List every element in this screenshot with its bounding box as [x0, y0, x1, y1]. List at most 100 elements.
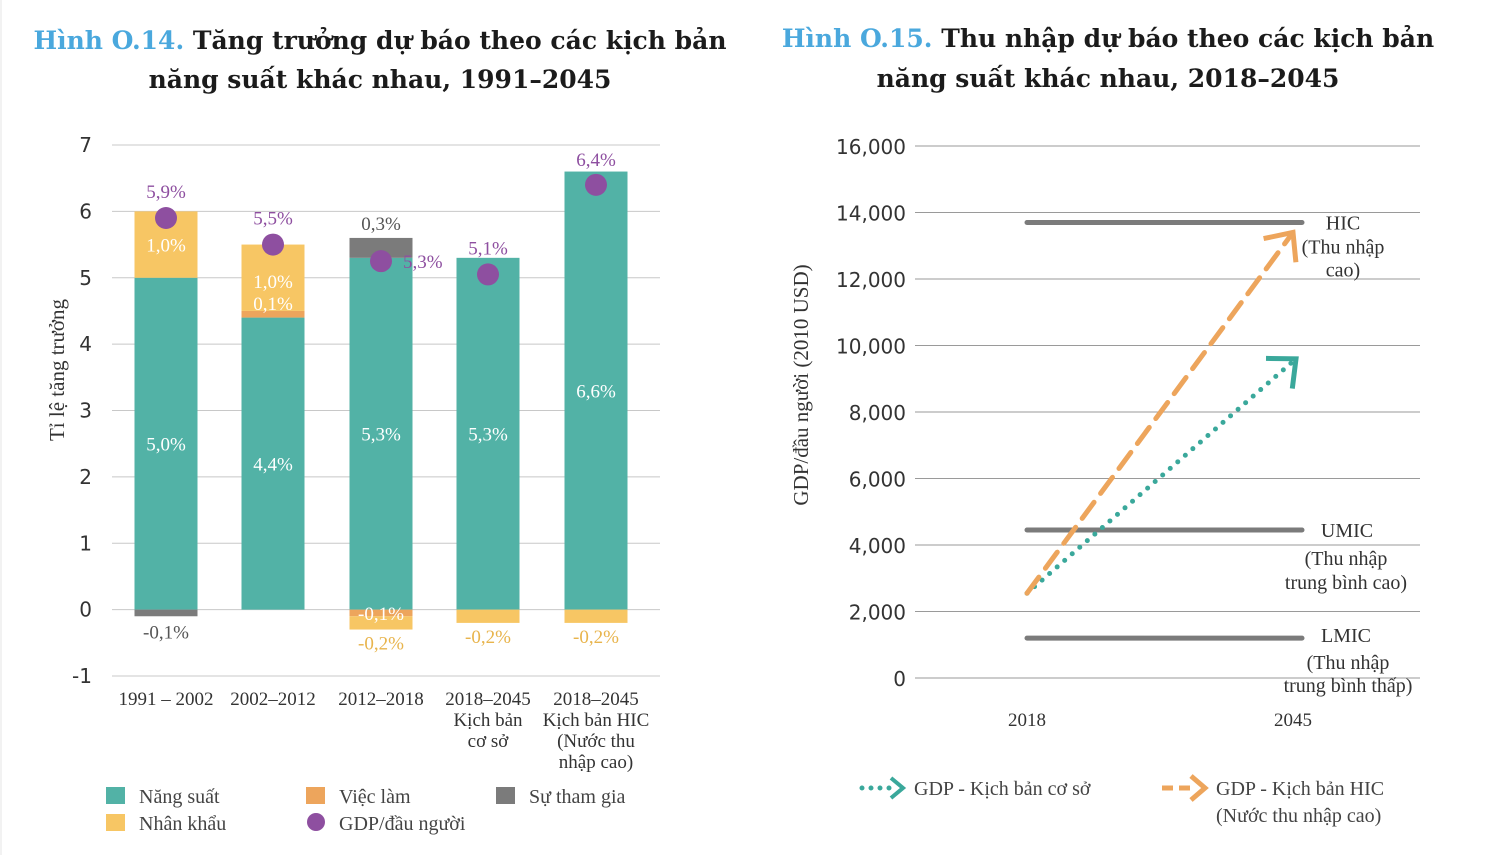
chart1-legend-swatch: [307, 813, 325, 831]
chart2-threshold-label: trung bình cao): [1285, 572, 1407, 594]
chart1-bar-label-demographic: 1,0%: [253, 272, 293, 293]
chart2-y-tick-label: 14,000: [836, 202, 906, 226]
chart1-gdp-dot: [262, 233, 284, 256]
chart1-x-ticks: 1991 – 2002 2002–2012 2012–2018 2018–2045Kị…: [119, 689, 650, 773]
chart1-gdp-label: 5,9%: [146, 182, 186, 203]
chart2-legend-swatch-arrow: [1189, 774, 1209, 802]
chart1-gdp-label: 5,1%: [468, 238, 508, 259]
chart2-ylabel: GDP/đầu người (2010 USD): [789, 264, 813, 505]
chart1-bar-demographic: [349, 616, 413, 630]
chart2-legend: GDP - Kịch bản cơ sở GDP - Kịch bản HIC (N…: [859, 774, 1384, 827]
chart2-threshold-label: HIC: [1326, 212, 1360, 234]
chart1-legend-swatch: [106, 787, 125, 804]
chart1-y-tick-label: -1: [72, 664, 92, 688]
chart2-threshold-label: cao): [1326, 259, 1360, 281]
chart1-y-tick-label: 3: [79, 399, 92, 423]
chart2-series-line: [1024, 229, 1296, 596]
chart2-title-line1: Hình O.15. Thu nhập dự báo theo các kịch…: [782, 24, 1434, 53]
chart1-title-line2: năng suất khác nhau, 1991–2045: [149, 65, 612, 94]
chart1-bar-productivity: [241, 317, 305, 610]
chart2-threshold-label: (Thu nhập: [1305, 548, 1388, 570]
chart1-legend-swatch: [306, 787, 325, 804]
chart1-legend-label: Năng suất: [139, 786, 220, 808]
chart1-x-tick-label: cơ sở: [468, 731, 510, 752]
chart1-legend-label: GDP/đầu người: [339, 813, 466, 835]
chart2-threshold-label: (Thu nhập: [1307, 652, 1390, 674]
chart1-x-tick-label: 2012–2018: [338, 689, 424, 710]
chart1-bar-label-productivity: 5,0%: [146, 435, 186, 456]
chart1-bar-label-participation: -0,1%: [143, 622, 189, 643]
chart1-gdp-dots: 5,9% 5,5% 5,3% 5,1% 6,4%: [146, 150, 616, 286]
chart1-bar-label-employment: 0,1%: [253, 294, 293, 315]
chart2-legend-swatch-arrow: [889, 776, 907, 800]
chart1-bar-label-productivity: 5,3%: [468, 425, 508, 446]
chart1-title-prefix: Hình O.14.: [33, 26, 184, 55]
chart1-legend-swatch: [106, 814, 125, 831]
chart2-y-tick-label: 2,000: [849, 601, 906, 625]
chart1-bar-demographic: [564, 609, 628, 623]
chart2-gridlines: [915, 145, 1420, 679]
chart1-bar-label-productivity: 6,6%: [576, 382, 616, 403]
chart1-bar-demographic: [456, 609, 520, 623]
chart1-bar-productivity: [349, 257, 413, 610]
chart2-x-tick-label: 2018: [1008, 710, 1046, 731]
chart1-title-line1: Hình O.14. Tăng trưởng dự báo theo các k…: [33, 26, 726, 55]
chart2-series: [1024, 229, 1299, 596]
chart1-legend-label: Sự tham gia: [529, 786, 626, 808]
chart1-gdp-label: 5,3%: [403, 252, 443, 273]
chart1-x-tick-label: (Nước thu: [557, 731, 635, 752]
chart2-y-tick-label: 10,000: [836, 335, 906, 359]
chart1-legend-swatch: [496, 787, 515, 804]
chart2-legend-label: GDP - Kịch bản HIC: [1216, 778, 1384, 800]
chart2-x-ticks: 2018 2045: [1008, 710, 1312, 731]
chart1-x-tick-label: Kịch bản: [453, 710, 523, 731]
chart1-gdp-dot: [370, 250, 392, 273]
chart2-series-arrowhead: [1265, 355, 1299, 389]
chart2-y-tick-label: 0: [893, 667, 906, 691]
chart2-title-line2: năng suất khác nhau, 2018–2045: [877, 64, 1340, 93]
chart1-y-tick-label: 6: [79, 199, 92, 223]
chart1-x-tick-label: 2002–2012: [230, 689, 316, 710]
chart2-threshold-label: trung bình thấp): [1284, 675, 1413, 697]
chart1-x-tick-label: 2018–2045: [553, 689, 639, 710]
chart1-bar-label-demographic: -0,2%: [573, 627, 619, 648]
chart1-legend-label: Nhân khẩu: [139, 813, 226, 835]
chart1-gdp-dot: [155, 207, 177, 230]
chart1-y-tick-label: 7: [79, 133, 92, 157]
chart1-y-tick-label: 4: [79, 332, 92, 356]
chart1-gdp-label: 5,5%: [253, 209, 293, 230]
chart1-legend-label: Việc làm: [339, 786, 411, 808]
chart1-x-tick-label: Kịch bản HIC: [543, 710, 650, 731]
chart-growth-scenarios: Hình O.14. Tăng trưởng dự báo theo các k…: [33, 26, 726, 835]
chart2-legend-label-line2: (Nước thu nhập cao): [1216, 805, 1381, 827]
chart1-bar-label-participation: 0,3%: [361, 214, 401, 235]
chart1-x-tick-label: 1991 – 2002: [119, 689, 214, 710]
chart2-x-tick-label: 2045: [1274, 710, 1312, 731]
chart1-x-tick-label: nhập cao): [559, 752, 633, 773]
chart1-y-tick-label: 1: [79, 531, 92, 555]
chart1-bar-employment: [241, 310, 305, 318]
chart2-threshold-label: (Thu nhập: [1302, 236, 1385, 258]
chart1-bar-label-employment: -0,1%: [358, 604, 404, 625]
chart2-series-line: [1024, 356, 1299, 596]
chart2-title-prefix: Hình O.15.: [782, 24, 933, 53]
chart1-y-ticks: -1 0 1 2 3 4 5 6 7: [72, 133, 92, 688]
chart1-y-tick-label: 2: [79, 465, 92, 489]
chart1-gdp-dot: [585, 173, 607, 196]
chart1-bar-productivity: [564, 171, 628, 610]
chart2-y-tick-label: 6,000: [849, 468, 906, 492]
chart-income-scenarios: Hình O.15. Thu nhập dự báo theo các kịch…: [782, 24, 1434, 827]
chart1-bar-productivity: [456, 257, 520, 610]
chart1-bar-participation: [134, 609, 198, 617]
chart1-bar-productivity: [134, 277, 198, 610]
chart1-bar-label-demographic: -0,2%: [465, 627, 511, 648]
chart1-title-text: Tăng trưởng dự báo theo các kịch bản: [193, 26, 727, 55]
chart2-threshold-label: LMIC: [1321, 625, 1371, 647]
chart2-y-tick-label: 8,000: [849, 401, 906, 425]
chart2-y-tick-label: 12,000: [836, 268, 906, 292]
chart2-y-tick-label: 4,000: [849, 534, 906, 558]
chart2-series-arrowhead: [1263, 229, 1299, 263]
chart2-threshold-label: UMIC: [1321, 520, 1373, 542]
chart1-bars: [134, 171, 628, 630]
